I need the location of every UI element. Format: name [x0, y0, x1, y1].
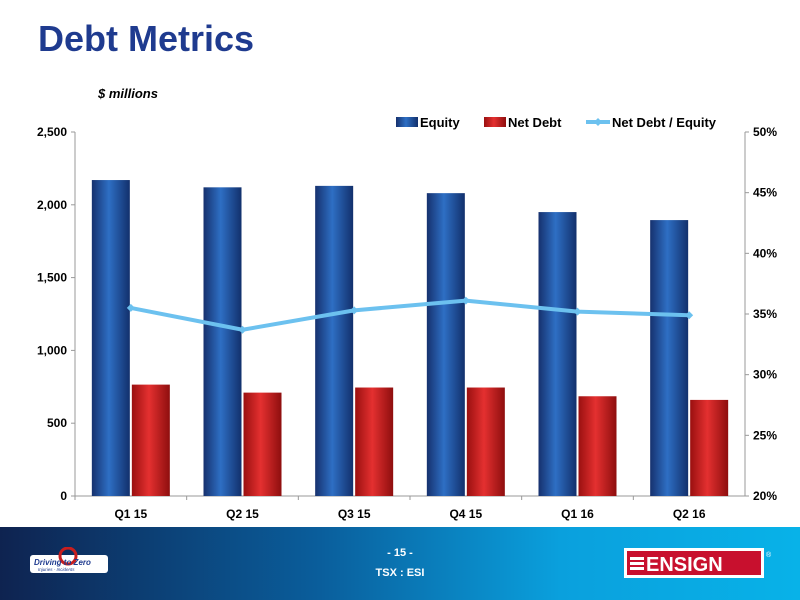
- x-tick-label: Q3 15: [338, 507, 371, 521]
- x-tick-label: Q1 15: [114, 507, 147, 521]
- y-left-tick-label: 1,000: [37, 343, 67, 357]
- equity-bar: [650, 220, 689, 496]
- driving-to-zero-subtext: Injuries - Incidents: [38, 567, 75, 572]
- net-debt-equity-point: [126, 303, 135, 312]
- net-debt-equity-point: [238, 325, 247, 334]
- y-left-tick-label: 0: [60, 489, 67, 503]
- y-left-tick-label: 2,500: [37, 125, 67, 139]
- legend-label-ratio: Net Debt / Equity: [612, 115, 717, 130]
- footer-bar: Driving to Zero Injuries - Incidents - 1…: [0, 527, 800, 600]
- axes: 0 500 1,000 1,500 2,000 2,500 20% 25% 30% 35% 40% 4…: [37, 125, 777, 521]
- ensign-logo: ENSIGN ®: [624, 548, 772, 578]
- x-tick-label: Q2 16: [673, 507, 706, 521]
- net-debt-equity-line: [130, 298, 690, 332]
- net-debt-equity-point: [350, 306, 359, 315]
- legend-swatch-net-debt: [484, 117, 506, 127]
- bars: [91, 180, 729, 497]
- legend: Equity Net Debt Net Debt / Equity: [396, 115, 717, 130]
- ensign-registered-mark: ®: [766, 551, 772, 559]
- ensign-logo-text: ENSIGN: [646, 554, 723, 576]
- x-tick-label: Q4 15: [449, 507, 482, 521]
- equity-bar: [91, 180, 130, 496]
- legend-swatch-ratio-marker: [594, 118, 602, 126]
- y-right-tick-label: 45%: [753, 186, 777, 200]
- net-debt-bar: [243, 392, 282, 496]
- net-debt-equity-point: [461, 296, 470, 305]
- driving-to-zero-text: Driving to Zero: [34, 558, 91, 567]
- ratio-line: [126, 296, 694, 334]
- equity-bar: [426, 193, 465, 497]
- y-right-tick-label: 30%: [753, 368, 777, 382]
- equity-bar: [203, 187, 242, 496]
- legend-label-equity: Equity: [420, 115, 460, 130]
- net-debt-equity-point: [685, 311, 694, 320]
- equity-bar: [538, 212, 577, 496]
- y-right-tick-label: 35%: [753, 307, 777, 321]
- y-left-tick-label: 500: [47, 416, 67, 430]
- y-right-tick-label: 40%: [753, 246, 777, 260]
- y-right-tick-label: 50%: [753, 125, 777, 139]
- x-tick-label: Q1 16: [561, 507, 594, 521]
- page-number: - 15 -: [387, 547, 413, 559]
- net-debt-bar: [131, 384, 170, 496]
- debt-metrics-chart: 0 500 1,000 1,500 2,000 2,500 20% 25% 30% 35% 40% 4…: [37, 115, 777, 521]
- equity-bar: [315, 185, 354, 496]
- net-debt-bar: [355, 387, 394, 496]
- page-title: Debt Metrics: [38, 18, 255, 59]
- x-tick-label: Q2 15: [226, 507, 259, 521]
- y-left-tick-label: 2,000: [37, 198, 67, 212]
- driving-to-zero-logo: Driving to Zero Injuries - Incidents: [30, 547, 108, 573]
- net-debt-equity-point: [573, 307, 582, 316]
- legend-swatch-equity: [396, 117, 418, 127]
- y-right-tick-label: 25%: [753, 428, 777, 442]
- legend-label-net-debt: Net Debt: [508, 115, 562, 130]
- net-debt-bar: [578, 396, 617, 496]
- net-debt-bar: [466, 387, 505, 496]
- y-left-tick-label: 1,500: [37, 271, 67, 285]
- y-right-tick-label: 20%: [753, 489, 777, 503]
- net-debt-bar: [690, 399, 729, 496]
- ticker-symbol: TSX : ESI: [375, 567, 425, 579]
- units-label: $ millions: [98, 86, 158, 101]
